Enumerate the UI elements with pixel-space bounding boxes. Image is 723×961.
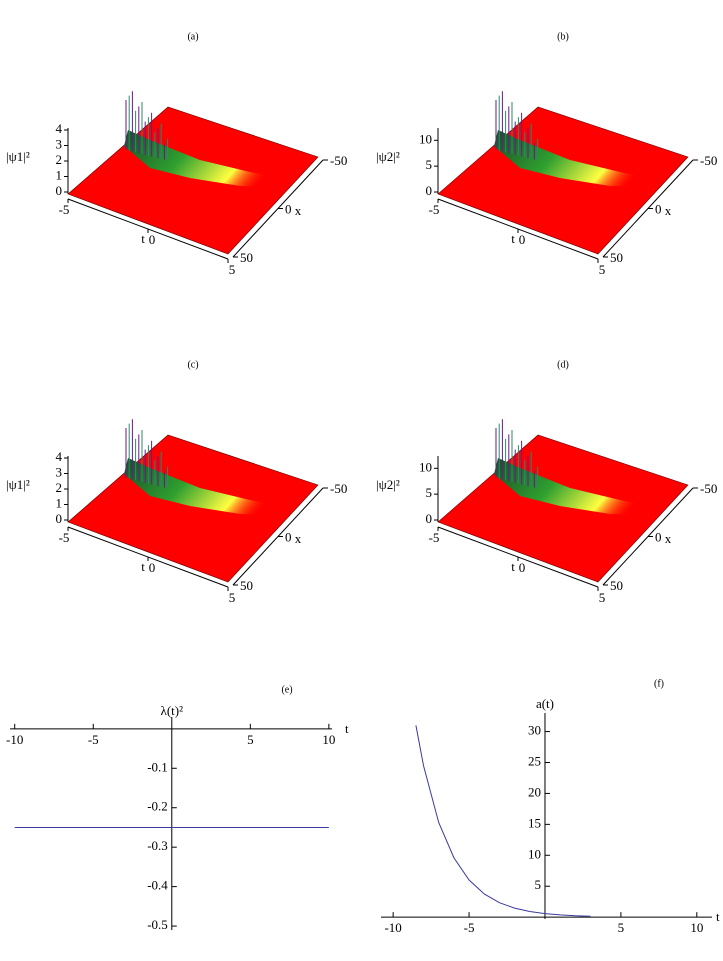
z-tick-label: 4 [56, 449, 63, 464]
z-tick-label: 10 [419, 459, 432, 474]
y-tick-label: 10 [528, 846, 541, 861]
x-axis-label: x [295, 203, 302, 218]
t-axis-label: t [141, 559, 145, 574]
y-tick-label: -0.1 [147, 759, 168, 774]
t-tick-label: -5 [429, 530, 440, 545]
x-tick-label: 50 [610, 578, 623, 593]
z-tick-label: 2 [56, 152, 63, 167]
z-tick-label: 0 [56, 511, 63, 526]
panel-label: (f) [654, 678, 664, 689]
t-axis-label: t [511, 559, 515, 574]
t-tick-label: -5 [59, 202, 70, 217]
x-axis-label: t [345, 721, 349, 736]
x-tick-label: 0 [655, 201, 662, 216]
x-tick-label: 10 [690, 920, 703, 935]
z-tick-label: 5 [426, 485, 433, 500]
y-axis-label: λ(t)² [161, 703, 184, 718]
x-tick-label: 5 [247, 732, 254, 747]
x-tick-label: 50 [240, 250, 253, 265]
t-tick-label: 5 [229, 590, 236, 605]
x-tick-label: 10 [322, 732, 335, 747]
ridge [124, 130, 290, 188]
x-axis-label: x [665, 203, 672, 218]
t-tick-label: -5 [429, 202, 440, 217]
x-tick-label: -50 [700, 481, 717, 496]
t-tick-label: 5 [229, 262, 236, 277]
z-axis-label: |ψ1|² [6, 477, 30, 492]
y-tick-label: 5 [534, 877, 541, 892]
x-axis-label: x [295, 531, 302, 546]
panel-label: (b) [557, 31, 569, 42]
z-tick-label: 2 [56, 480, 63, 495]
t-tick-label: 0 [519, 232, 526, 247]
z-axis-label: |ψ1|² [6, 149, 30, 164]
z-axis-label: |ψ2|² [376, 149, 400, 164]
z-tick-label: 10 [419, 131, 432, 146]
x-tick-label: 50 [240, 578, 253, 593]
x-tick-label: -5 [88, 732, 99, 747]
y-tick-label: 20 [528, 784, 541, 799]
x-axis-label: t [716, 909, 720, 924]
y-tick-label: -0.2 [147, 799, 168, 814]
y-tick-label: -0.3 [147, 838, 168, 853]
z-axis-label: |ψ2|² [376, 477, 400, 492]
z-tick-label: 3 [56, 136, 63, 151]
x-tick-label: 0 [285, 201, 292, 216]
y-tick-label: 25 [528, 753, 541, 768]
panel-label: (e) [281, 684, 292, 695]
x-axis-label: x [665, 531, 672, 546]
panel-label: (a) [187, 31, 198, 42]
panel-label: (d) [557, 359, 569, 370]
z-tick-label: 0 [56, 183, 63, 198]
z-tick-label: 0 [426, 183, 433, 198]
z-tick-label: 5 [426, 157, 433, 172]
y-tick-label: -0.4 [147, 878, 168, 893]
ridge [494, 458, 660, 516]
t-tick-label: -5 [59, 530, 70, 545]
x-tick-label: -10 [6, 732, 23, 747]
x-tick-label: -10 [384, 920, 401, 935]
t-tick-label: 0 [149, 232, 156, 247]
x-tick-label: -50 [330, 153, 347, 168]
z-tick-label: 3 [56, 464, 63, 479]
t-axis-label: t [141, 231, 145, 246]
t-tick-label: 5 [599, 262, 606, 277]
y-axis-label: a(t) [536, 696, 554, 711]
y-tick-label: 30 [528, 723, 541, 738]
z-tick-label: 1 [56, 167, 63, 182]
ridge [494, 130, 660, 188]
y-tick-label: 15 [528, 815, 541, 830]
x-tick-label: -50 [330, 481, 347, 496]
z-tick-label: 4 [56, 121, 63, 136]
x-tick-label: -50 [700, 153, 717, 168]
t-axis-label: t [511, 231, 515, 246]
x-tick-label: 0 [285, 529, 292, 544]
x-tick-label: -5 [464, 920, 475, 935]
t-tick-label: 0 [149, 560, 156, 575]
data-line [415, 725, 591, 917]
t-tick-label: 5 [599, 590, 606, 605]
y-tick-label: -0.5 [147, 917, 168, 932]
ridge [124, 458, 290, 516]
panel-label: (c) [187, 359, 198, 370]
t-tick-label: 0 [519, 560, 526, 575]
z-tick-label: 1 [56, 495, 63, 510]
x-tick-label: 50 [610, 250, 623, 265]
x-tick-label: 0 [655, 529, 662, 544]
z-tick-label: 0 [426, 511, 433, 526]
x-tick-label: 5 [618, 920, 625, 935]
